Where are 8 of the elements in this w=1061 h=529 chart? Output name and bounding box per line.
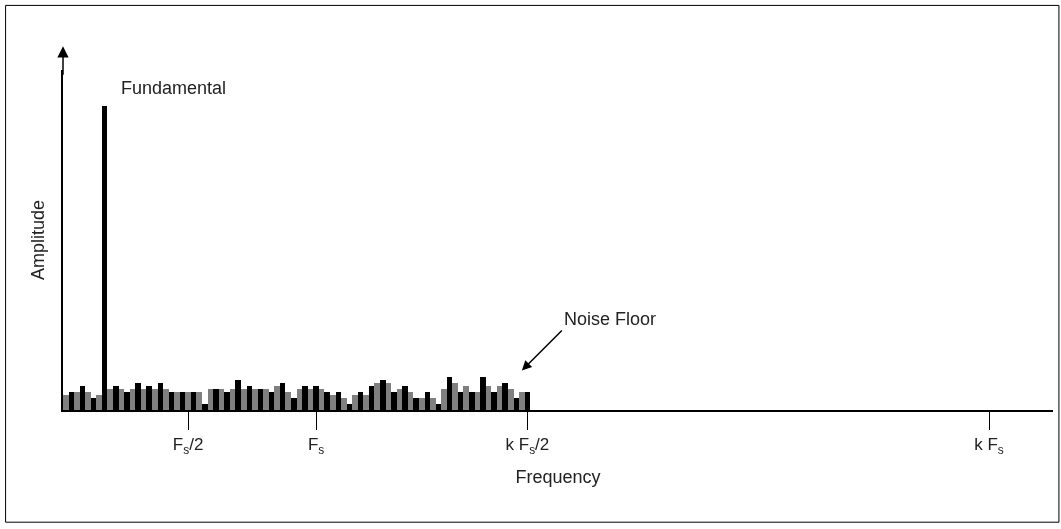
text: Fundamental <box>121 78 227 98</box>
annotation: Noise Floor <box>564 309 657 329</box>
x-tick-label: k F$_{s}$/2 <box>505 435 550 457</box>
x-tick-label: k F$_{s}$ <box>974 435 1004 457</box>
x-tick-label: F$_{s}$ <box>307 435 325 457</box>
y-axis-title: Amplitude <box>27 199 48 281</box>
x-axis-title: Frequency <box>515 467 601 488</box>
x-tick-label: F$_{s}$/2 <box>172 435 204 457</box>
